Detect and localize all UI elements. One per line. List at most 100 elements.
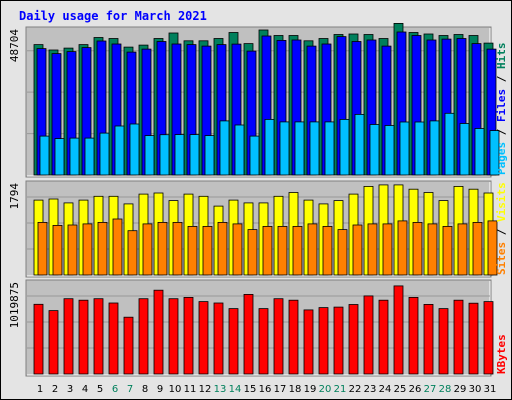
- bar-pages-day-3: [69, 137, 80, 176]
- x-tick-label: 25: [394, 384, 407, 395]
- bar-pages-day-18: [294, 121, 305, 176]
- bar-kbytes-day-2: [48, 310, 59, 375]
- side-legend-part: Files: [495, 89, 508, 122]
- x-tick-label: 22: [349, 384, 362, 395]
- side-legend: Pages / Files / Hits: [495, 43, 508, 176]
- bar-sites-day-20: [322, 225, 333, 276]
- bar-sites-day-14: [232, 223, 243, 276]
- bar-sites-day-23: [367, 223, 378, 276]
- bar-pages-day-14: [234, 124, 245, 176]
- bar-kbytes-day-22: [348, 304, 359, 375]
- bar-pages-day-4: [84, 137, 95, 176]
- side-legend: KBytes: [495, 334, 508, 374]
- x-tick-label: 18: [289, 384, 302, 395]
- x-tick-label: 7: [127, 384, 133, 395]
- x-tick-label: 6: [112, 384, 118, 395]
- bar-pages-day-16: [264, 119, 275, 176]
- bar-sites-day-9: [157, 221, 168, 276]
- bar-kbytes-day-7: [123, 316, 134, 375]
- bar-kbytes-day-15: [243, 293, 254, 375]
- x-tick-label: 28: [439, 384, 452, 395]
- x-tick-label: 9: [157, 384, 163, 395]
- bar-pages-day-26: [414, 121, 425, 176]
- bar-pages-day-2: [54, 138, 65, 176]
- bar-pages-day-5: [99, 132, 110, 176]
- bar-sites-day-3: [67, 224, 78, 276]
- bar-sites-day-26: [412, 221, 423, 276]
- bar-pages-day-1: [39, 135, 50, 176]
- bar-sites-day-8: [142, 223, 153, 276]
- x-tick-label: 8: [142, 384, 148, 395]
- side-legend-part: Hits: [495, 43, 508, 70]
- bar-kbytes-day-5: [93, 298, 104, 375]
- bar-kbytes-day-11: [183, 296, 194, 375]
- bar-sites-day-22: [352, 224, 363, 276]
- x-tick-label: 20: [319, 384, 332, 395]
- side-legend-part: Visits: [495, 182, 508, 222]
- bar-kbytes-day-21: [333, 306, 344, 375]
- x-tick-label: 15: [244, 384, 257, 395]
- panel-visitors: 1794 Sites / Visits: [8, 180, 508, 278]
- bar-sites-day-25: [397, 220, 408, 276]
- x-tick-label: 13: [214, 384, 227, 395]
- bar-pages-day-25: [399, 121, 410, 176]
- bar-kbytes-day-31: [483, 301, 494, 375]
- bar-kbytes-day-25: [393, 285, 404, 375]
- bar-sites-day-4: [82, 223, 93, 276]
- y-max-label: 1019875: [8, 282, 21, 328]
- x-tick-label: 27: [424, 384, 437, 395]
- panel-traffic: 1019875 KBytes: [8, 279, 508, 377]
- bar-pages-day-7: [129, 123, 140, 176]
- bar-pages-day-23: [369, 124, 380, 176]
- side-legend-part: /: [495, 222, 508, 242]
- bar-sites-day-31: [487, 220, 498, 276]
- bar-kbytes-day-8: [138, 298, 149, 375]
- bar-sites-day-24: [382, 223, 393, 276]
- bar-sites-day-6: [112, 218, 123, 276]
- bar-kbytes-day-23: [363, 295, 374, 375]
- bar-kbytes-day-24: [378, 299, 389, 375]
- bar-pages-day-11: [189, 134, 200, 176]
- bar-kbytes-day-14: [228, 308, 239, 375]
- bar-pages-day-31: [489, 130, 500, 176]
- side-legend-part: KBytes: [495, 334, 508, 374]
- bar-kbytes-day-28: [438, 308, 449, 375]
- bar-sites-day-15: [247, 229, 258, 276]
- side-legend-part: /: [495, 69, 508, 89]
- bar-kbytes-day-27: [423, 303, 434, 375]
- bar-kbytes-day-13: [213, 302, 224, 375]
- bar-kbytes-day-9: [153, 289, 164, 375]
- bar-sites-day-29: [457, 223, 468, 276]
- bar-pages-day-8: [144, 135, 155, 176]
- x-tick-label: 3: [67, 384, 73, 395]
- bar-kbytes-day-12: [198, 301, 209, 375]
- x-tick-label: 12: [199, 384, 212, 395]
- bar-pages-day-30: [474, 128, 485, 176]
- bar-kbytes-day-20: [318, 307, 329, 375]
- bar-kbytes-day-6: [108, 302, 119, 375]
- x-tick-label: 16: [259, 384, 272, 395]
- bar-pages-day-9: [159, 134, 170, 176]
- x-tick-label: 30: [469, 384, 482, 395]
- bar-kbytes-day-4: [78, 299, 89, 375]
- bar-sites-day-11: [187, 225, 198, 276]
- x-tick-label: 14: [229, 384, 242, 395]
- x-tick-label: 2: [52, 384, 58, 395]
- bar-pages-day-6: [114, 125, 125, 176]
- bar-sites-day-21: [337, 229, 348, 276]
- x-tick-label: 17: [274, 384, 287, 395]
- bar-sites-day-10: [172, 221, 183, 276]
- side-legend-part: Sites: [495, 242, 508, 275]
- bar-sites-day-1: [37, 221, 48, 276]
- bar-kbytes-day-3: [63, 298, 74, 375]
- panel-requests: 48704 Pages / Files / Hits: [8, 22, 508, 178]
- bar-sites-day-28: [442, 225, 453, 276]
- bar-sites-day-16: [262, 225, 273, 276]
- x-tick-label: 10: [169, 384, 182, 395]
- chart-title: Daily usage for March 2021: [19, 9, 207, 23]
- side-legend-part: /: [495, 122, 508, 142]
- bar-kbytes-day-17: [273, 298, 284, 375]
- x-tick-label: 23: [364, 384, 377, 395]
- bar-sites-day-5: [97, 221, 108, 276]
- bar-pages-day-10: [174, 134, 185, 176]
